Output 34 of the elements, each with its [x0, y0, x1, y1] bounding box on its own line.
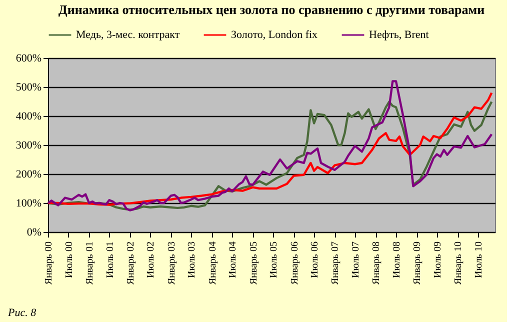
x-tick-label: Июль 03: [186, 242, 198, 278]
y-tick-label: 200%: [16, 168, 42, 180]
x-tick-label: Июль 08: [392, 242, 403, 278]
x-tick-label: Январь 05: [248, 242, 260, 285]
x-tick-label: Январь 04: [207, 242, 218, 285]
y-tick-label: 0%: [26, 226, 42, 238]
x-tick-label: Июль 10: [473, 242, 484, 278]
y-tick-label: 500%: [16, 82, 42, 94]
x-tick-label: Январь 02: [125, 242, 136, 285]
x-tick-label: Июль 06: [310, 242, 321, 278]
x-tick-label: Июль 05: [268, 242, 280, 278]
x-tick-label: Январь 01: [84, 242, 96, 285]
x-tick-label: Июль 02: [146, 242, 157, 278]
legend-label: Медь, 3-мес. контракт: [76, 29, 180, 41]
text: Рис. 8: [7, 307, 37, 319]
x-tick-label: Январь 09: [412, 242, 424, 285]
legend-label: Нефть, Brent: [369, 29, 429, 41]
x-tick-label: Июль 01: [104, 242, 116, 278]
x-tick-label: Январь 08: [371, 242, 382, 285]
x-tick-label: Июль 09: [432, 242, 444, 278]
chart-title: Динамика относительных цен золота по сравнению с другими товарами: [58, 2, 486, 17]
x-tick-label: Январь 03: [166, 242, 178, 285]
x-tick-label: Январь 00: [44, 242, 54, 285]
x-tick-label: Июль 07: [350, 242, 362, 278]
y-tick-label: 300%: [16, 140, 42, 152]
x-tick-label: Январь 06: [289, 242, 300, 285]
x-tick-label: Июль 00: [64, 242, 75, 278]
y-tick-label: 400%: [16, 110, 42, 122]
y-tick-label: 600%: [16, 52, 42, 64]
y-tick-label: 100%: [16, 198, 42, 210]
legend-label: Золото, London fix: [231, 29, 318, 41]
x-tick-label: Июль 04: [228, 242, 239, 278]
x-tick-label: Январь 10: [453, 242, 464, 285]
x-tick-label: Январь 07: [330, 242, 342, 285]
